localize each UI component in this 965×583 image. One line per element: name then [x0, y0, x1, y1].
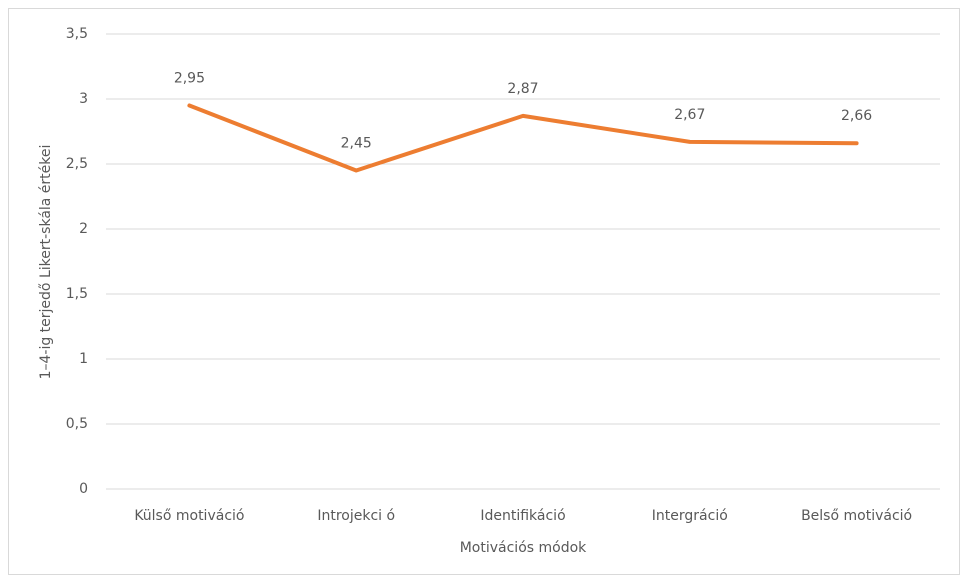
y-tick-label: 0,5 — [66, 416, 88, 432]
x-tick-label: Identifikáció — [480, 508, 565, 524]
y-tick-label: 2,5 — [66, 156, 88, 172]
data-line — [187, 103, 859, 173]
data-label: 2,67 — [674, 107, 705, 123]
data-label: 2,95 — [174, 71, 205, 87]
y-tick-label: 3 — [79, 91, 88, 107]
data-label: 2,87 — [507, 81, 538, 97]
x-tick-label: Külső motiváció — [134, 508, 244, 524]
data-label: 2,45 — [341, 136, 372, 152]
y-tick-label: 1,5 — [66, 286, 88, 302]
y-axis-title: 1–4-ig terjedő Likert-skála értékei — [38, 145, 54, 380]
x-tick-label: Belső motiváció — [801, 508, 912, 524]
y-tick-label: 0 — [79, 481, 88, 497]
y-tick-label: 1 — [79, 351, 88, 367]
chart-border — [8, 8, 960, 575]
y-tick-label: 2 — [79, 221, 88, 237]
x-tick-label: Introjekci ó — [317, 508, 395, 524]
x-tick-label: Intergráció — [652, 508, 728, 524]
x-axis-title: Motivációs módok — [460, 540, 587, 556]
y-tick-label: 3,5 — [66, 26, 88, 42]
data-label: 2,66 — [841, 108, 872, 124]
